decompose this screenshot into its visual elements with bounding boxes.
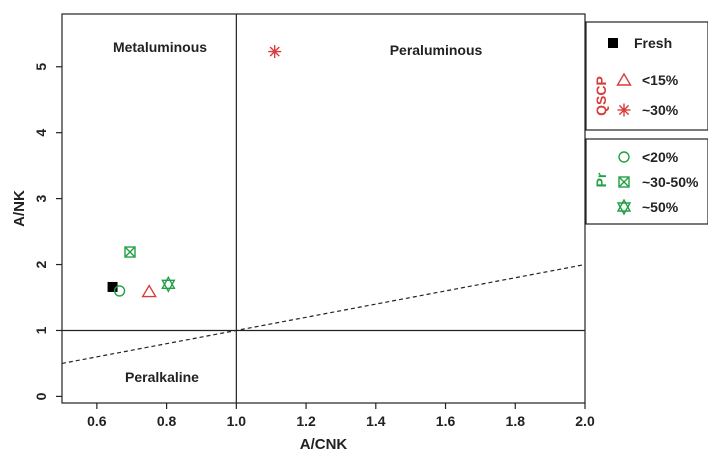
x-tick-label: 2.0 xyxy=(575,413,595,429)
legend-marker xyxy=(618,151,630,163)
dashed-boundary-line xyxy=(62,263,585,365)
data-points xyxy=(107,45,282,298)
legend-box-1 xyxy=(585,21,708,131)
legend-label: <15% xyxy=(642,72,679,88)
x-tick-label: 1.8 xyxy=(506,413,526,429)
legend-label: ~50% xyxy=(642,199,679,215)
y-tick-label: 0 xyxy=(33,392,49,400)
y-axis-title: A/NK xyxy=(11,190,28,227)
legend: Fresh <15% ~30% <20% ~30-50% ~50% QSCP Pr xyxy=(585,21,708,225)
legend-marker xyxy=(618,176,630,188)
legend-marker xyxy=(616,72,632,86)
legend-label: <20% xyxy=(642,149,679,165)
plot-frame xyxy=(61,13,586,404)
x-axis-title: A/CNK xyxy=(300,436,348,453)
region-label-metaluminous: Metaluminous xyxy=(113,39,207,55)
x-tick-label: 1.6 xyxy=(436,413,456,429)
y-tick-label: 4 xyxy=(33,129,49,137)
legend-group-title-qscp: QSCP xyxy=(593,76,609,116)
legend-label: ~30% xyxy=(642,102,679,118)
x-tick-label: 0.6 xyxy=(87,413,107,429)
data-point xyxy=(268,45,282,59)
legend-label: Fresh xyxy=(634,35,672,51)
data-point xyxy=(124,246,136,258)
region-label-peraluminous: Peraluminous xyxy=(390,42,483,58)
legend-label: ~30-50% xyxy=(642,174,699,190)
reference-lines xyxy=(62,14,585,403)
y-tick-label: 5 xyxy=(33,63,49,71)
x-tick-label: 1.2 xyxy=(296,413,316,429)
y-tick-label: 1 xyxy=(33,326,49,334)
x-tick-label: 1.4 xyxy=(366,413,386,429)
y-tick-label: 3 xyxy=(33,195,49,203)
data-point xyxy=(141,284,157,298)
x-tick-label: 0.8 xyxy=(157,413,177,429)
y-tick-label: 2 xyxy=(33,260,49,268)
legend-box-2 xyxy=(585,138,708,225)
region-label-peralkaline: Peralkaline xyxy=(125,369,199,385)
legend-marker xyxy=(617,103,631,117)
data-point xyxy=(161,275,176,293)
x-tick-label: 1.0 xyxy=(227,413,247,429)
legend-marker xyxy=(616,198,632,216)
legend-marker xyxy=(608,38,618,48)
legend-group-title-pr: Pr xyxy=(593,172,609,187)
data-point xyxy=(107,281,118,292)
data-point xyxy=(113,285,126,297)
